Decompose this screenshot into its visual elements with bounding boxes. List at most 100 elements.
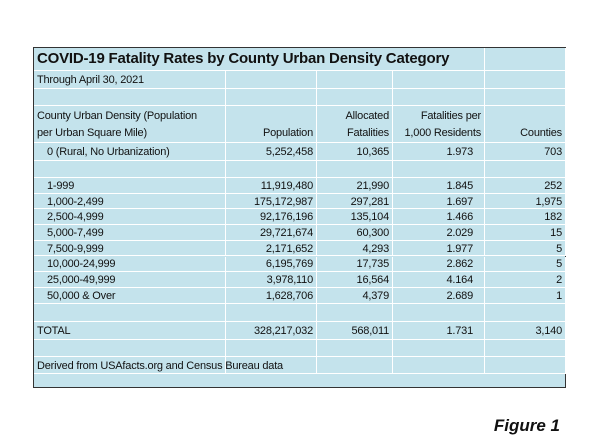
- table-cell: [226, 287, 317, 304]
- table-value: 3,978,110: [266, 274, 314, 287]
- table-cell: [226, 272, 317, 288]
- table-cell: [393, 143, 485, 161]
- table-value: 1.731: [446, 324, 473, 337]
- table-cell: [317, 209, 393, 226]
- table-cell: [485, 287, 566, 304]
- table-value: 1,975: [535, 195, 562, 208]
- table-value: 10,365: [356, 146, 390, 158]
- table-cell: [226, 71, 317, 89]
- column-header: 1,000 Residents: [404, 127, 482, 139]
- row-label: TOTAL: [37, 324, 71, 337]
- table-value: 182: [544, 211, 562, 224]
- table-cell: [393, 106, 485, 143]
- table-cell: [485, 356, 566, 374]
- row-label: 2,500-4,999: [47, 211, 104, 224]
- table-value: 16,564: [356, 274, 390, 287]
- table-cell: [485, 225, 566, 241]
- table-cell: [393, 193, 485, 210]
- table-cell: [485, 143, 566, 161]
- table-value: 4,293: [362, 242, 389, 255]
- table-cell: [317, 356, 393, 374]
- row-label: 7,500-9,999: [47, 242, 104, 255]
- table-value: 2.029: [446, 226, 473, 239]
- source-note: Derived from USAfacts.org and Census Bur…: [37, 359, 283, 372]
- table-value: 5,252,458: [265, 146, 313, 158]
- table-cell: [34, 209, 226, 226]
- column-header: County Urban Density (Population: [37, 110, 197, 122]
- table-cell: [485, 178, 566, 194]
- table-cell: [317, 178, 393, 194]
- table-cell: [34, 321, 226, 340]
- table-cell: [485, 48, 566, 71]
- table-value: 2,171,652: [265, 242, 313, 255]
- column-header: Allocated: [345, 110, 390, 122]
- table-value: 1,628,706: [265, 289, 313, 302]
- table-cell: [34, 143, 226, 161]
- table-cell: [485, 303, 566, 322]
- table-value: 60,300: [356, 226, 390, 239]
- table-cell: [226, 356, 317, 374]
- row-label: 5,000-7,499: [47, 226, 104, 239]
- table-value: 21,990: [356, 179, 390, 192]
- table-cell: [226, 225, 317, 241]
- table-cell: [393, 209, 485, 226]
- table-cell: [34, 48, 485, 71]
- table-cell: [393, 356, 485, 374]
- table-value: 1.845: [446, 179, 473, 192]
- table-cell: [485, 193, 566, 210]
- table-value: 2: [556, 274, 562, 287]
- table-value: 175,172,987: [254, 195, 313, 208]
- table-cell: [317, 71, 393, 89]
- table-cell: [226, 161, 317, 178]
- table-cell: [485, 240, 566, 257]
- table-cell: [34, 303, 226, 322]
- table-value: 3,140: [535, 324, 562, 337]
- row-label: 1,000-2,499: [47, 195, 104, 208]
- table-cell: [393, 339, 485, 357]
- table-cell: [317, 89, 393, 106]
- table-cell: [317, 272, 393, 288]
- table-value: 703: [544, 146, 562, 158]
- column-header: Population: [263, 127, 313, 139]
- table-cell: [34, 106, 226, 143]
- table-cell: [34, 287, 226, 304]
- table-cell: [485, 209, 566, 226]
- table-cell: [393, 321, 485, 340]
- table-cell: [485, 161, 566, 178]
- table-cell: [317, 303, 393, 322]
- column-header: Fatalities: [346, 127, 389, 139]
- table-value: 11,919,480: [260, 179, 313, 192]
- row-label: 25,000-49,999: [47, 274, 116, 287]
- table-cell: [34, 193, 226, 210]
- row-label: 10,000-24,999: [47, 258, 116, 271]
- table-value: 1.466: [446, 211, 473, 224]
- table-value: 1: [556, 289, 562, 302]
- table-cell: [485, 321, 566, 340]
- table-cell: [317, 339, 393, 357]
- table-value: 1.697: [446, 195, 473, 208]
- table-cell: [226, 256, 317, 273]
- table-value: 4.164: [446, 274, 473, 287]
- table-cell: [226, 240, 317, 257]
- table-cell: [485, 71, 566, 89]
- table-cell: [226, 193, 317, 210]
- table-cell: [34, 71, 226, 89]
- table-value: 2.862: [446, 258, 473, 271]
- table: COVID-19 Fatality Rates by County Urban …: [33, 47, 566, 388]
- table-cell: [317, 193, 393, 210]
- table-value: 328,217,032: [254, 324, 313, 337]
- table-cell: [34, 339, 226, 357]
- table-value: 15: [550, 226, 562, 239]
- table-cell: [393, 256, 485, 273]
- table-cell: [226, 106, 317, 143]
- table-value: 4,379: [362, 289, 389, 302]
- table-cell: [393, 287, 485, 304]
- table-cell: [317, 321, 393, 340]
- table-value: 17,735: [356, 258, 390, 271]
- table-title: COVID-19 Fatality Rates by County Urban …: [37, 50, 450, 67]
- table-cell: [34, 161, 226, 178]
- table-cell: [226, 89, 317, 106]
- table-value: 135,104: [350, 211, 390, 224]
- table-subtitle: Through April 30, 2021: [37, 74, 144, 86]
- table-cell: [317, 143, 393, 161]
